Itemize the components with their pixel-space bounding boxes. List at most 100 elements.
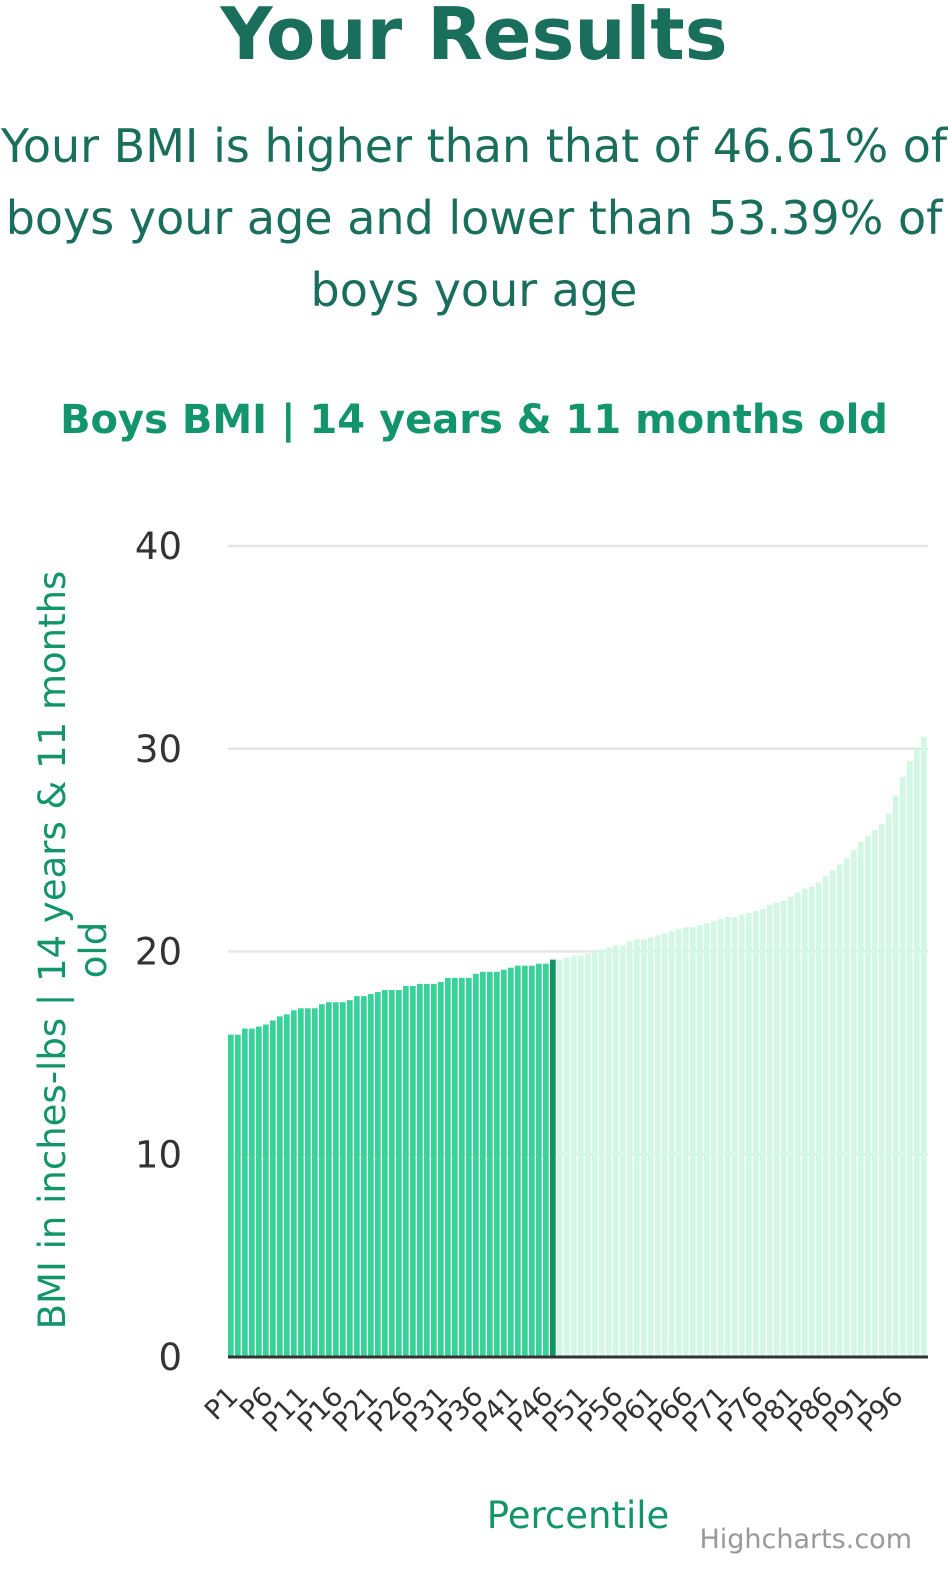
bar-p89[interactable] <box>844 858 850 1357</box>
bar-p60[interactable] <box>641 939 647 1357</box>
bar-p7[interactable] <box>270 1020 276 1357</box>
bar-p62[interactable] <box>655 935 661 1357</box>
bar-p9[interactable] <box>284 1014 290 1357</box>
bar-p65[interactable] <box>676 929 682 1357</box>
bar-p95[interactable] <box>886 813 892 1357</box>
bar-p56[interactable] <box>613 945 619 1357</box>
bar-p26[interactable] <box>403 985 409 1357</box>
bar-p32[interactable] <box>445 977 451 1357</box>
bar-p94[interactable] <box>879 823 885 1357</box>
bar-p45[interactable] <box>536 963 542 1357</box>
bar-p40[interactable] <box>501 969 507 1357</box>
bar-p98[interactable] <box>907 760 913 1357</box>
bar-p6[interactable] <box>263 1024 269 1357</box>
bar-p83[interactable] <box>802 888 808 1357</box>
bar-p19[interactable] <box>354 996 360 1357</box>
bar-p13[interactable] <box>312 1008 318 1357</box>
bar-p77[interactable] <box>760 908 766 1357</box>
bar-p54[interactable] <box>599 949 605 1357</box>
bar-p88[interactable] <box>837 864 843 1357</box>
bar-p99[interactable] <box>914 748 920 1357</box>
bar-p58[interactable] <box>627 941 633 1357</box>
bar-p71[interactable] <box>718 919 724 1357</box>
bar-p64[interactable] <box>669 931 675 1357</box>
bar-p38[interactable] <box>487 971 493 1357</box>
bar-p74[interactable] <box>739 915 745 1357</box>
bar-p18[interactable] <box>347 1000 353 1357</box>
bar-p33[interactable] <box>452 977 458 1357</box>
bar-p80[interactable] <box>781 900 787 1357</box>
bar-p55[interactable] <box>606 947 612 1357</box>
bar-p79[interactable] <box>774 902 780 1357</box>
bar-p49[interactable] <box>564 957 570 1357</box>
bar-p50[interactable] <box>571 955 577 1357</box>
bar-p52[interactable] <box>585 953 591 1357</box>
bar-p17[interactable] <box>340 1002 346 1357</box>
bar-p63[interactable] <box>662 933 668 1357</box>
bar-p14[interactable] <box>319 1004 325 1357</box>
bar-p37[interactable] <box>480 971 486 1357</box>
bar-p47[interactable] <box>550 959 556 1357</box>
bar-p86[interactable] <box>823 876 829 1357</box>
bar-p84[interactable] <box>809 886 815 1357</box>
bar-p42[interactable] <box>515 965 521 1357</box>
bar-p75[interactable] <box>746 912 752 1357</box>
bar-p76[interactable] <box>753 910 759 1357</box>
bar-p28[interactable] <box>417 983 423 1357</box>
bar-p1[interactable] <box>228 1034 234 1357</box>
bar-p39[interactable] <box>494 971 500 1357</box>
bar-p43[interactable] <box>522 965 528 1357</box>
bar-p30[interactable] <box>431 983 437 1357</box>
bar-p16[interactable] <box>333 1002 339 1357</box>
bar-p53[interactable] <box>592 951 598 1358</box>
bar-p2[interactable] <box>235 1034 241 1357</box>
bar-p15[interactable] <box>326 1002 332 1357</box>
bar-p100[interactable] <box>921 736 927 1357</box>
bar-p87[interactable] <box>830 870 836 1357</box>
bar-p22[interactable] <box>375 992 381 1357</box>
bar-p85[interactable] <box>816 882 822 1357</box>
bar-p5[interactable] <box>256 1026 262 1357</box>
bar-p24[interactable] <box>389 990 395 1357</box>
bar-p46[interactable] <box>543 963 549 1357</box>
bar-p78[interactable] <box>767 904 773 1357</box>
bar-p97[interactable] <box>900 777 906 1357</box>
bar-p27[interactable] <box>410 985 416 1357</box>
bar-p61[interactable] <box>648 937 654 1357</box>
bar-p8[interactable] <box>277 1016 283 1357</box>
bar-p34[interactable] <box>459 977 465 1357</box>
bar-p36[interactable] <box>473 973 479 1357</box>
bar-p91[interactable] <box>858 842 864 1357</box>
bar-p10[interactable] <box>291 1010 297 1357</box>
bar-p23[interactable] <box>382 990 388 1357</box>
highcharts-credit-link[interactable]: Highcharts.com <box>699 1524 912 1555</box>
bar-p73[interactable] <box>732 917 738 1357</box>
bar-p48[interactable] <box>557 959 563 1357</box>
bar-p4[interactable] <box>249 1028 255 1357</box>
bar-p81[interactable] <box>788 896 794 1357</box>
bar-p93[interactable] <box>872 829 878 1357</box>
bar-p21[interactable] <box>368 994 374 1357</box>
bar-p44[interactable] <box>529 965 535 1357</box>
bar-p59[interactable] <box>634 939 640 1357</box>
bar-p68[interactable] <box>697 925 703 1357</box>
bar-p51[interactable] <box>578 955 584 1357</box>
bar-p67[interactable] <box>690 927 696 1357</box>
bar-p41[interactable] <box>508 967 514 1357</box>
bar-p25[interactable] <box>396 990 402 1357</box>
bar-p72[interactable] <box>725 917 731 1357</box>
bar-p12[interactable] <box>305 1008 311 1357</box>
bar-p31[interactable] <box>438 981 444 1357</box>
bar-p69[interactable] <box>704 923 710 1357</box>
bar-p82[interactable] <box>795 892 801 1357</box>
bar-p29[interactable] <box>424 983 430 1357</box>
bar-p57[interactable] <box>620 945 626 1357</box>
bar-p11[interactable] <box>298 1008 304 1357</box>
bar-p3[interactable] <box>242 1028 248 1357</box>
bar-p35[interactable] <box>466 977 472 1357</box>
bar-p70[interactable] <box>711 921 717 1357</box>
bar-p66[interactable] <box>683 927 689 1357</box>
bar-p96[interactable] <box>893 795 899 1357</box>
bar-p20[interactable] <box>361 996 367 1357</box>
bar-p92[interactable] <box>865 835 871 1357</box>
